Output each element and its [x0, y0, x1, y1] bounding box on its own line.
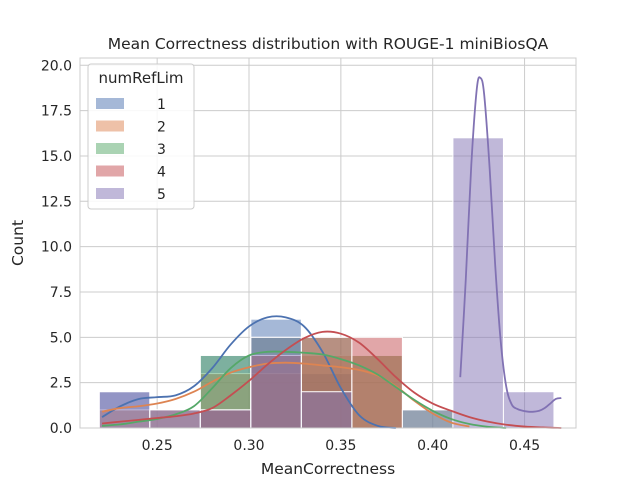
y-tick-label: 7.5 — [50, 285, 72, 301]
x-tick-label: 0.25 — [142, 438, 173, 454]
y-tick-label: 2.5 — [50, 376, 72, 392]
legend-swatch-series-1 — [96, 98, 124, 109]
legend-label-series-1: 1 — [157, 97, 166, 113]
x-tick-label: 0.30 — [233, 438, 264, 454]
legend-label-series-2: 2 — [157, 120, 166, 136]
histogram-bar-series-4 — [351, 336, 403, 429]
y-axis-label: Count — [9, 220, 27, 266]
kde-line-series-4 — [101, 330, 562, 429]
legend-swatch-series-2 — [96, 120, 124, 132]
histogram-bar-series-5 — [199, 409, 252, 429]
x-tick-label: 0.40 — [417, 438, 448, 454]
chart-title: Mean Correctness distribution with ROUGE… — [108, 35, 549, 53]
x-tick-label: 0.35 — [325, 438, 356, 454]
histogram-bar-series-5 — [300, 391, 353, 429]
histogram-bar-series-5 — [502, 391, 555, 429]
legend-swatch-series-4 — [96, 165, 124, 177]
y-tick-label: 5.0 — [50, 330, 72, 346]
y-tick-label: 15.0 — [41, 149, 72, 165]
x-tick-label: 0.45 — [509, 438, 540, 454]
legend-label-series-3: 3 — [157, 142, 166, 158]
legend-swatch-series-3 — [96, 143, 124, 154]
histogram-bar-series-5 — [401, 409, 454, 429]
y-tick-label: 17.5 — [41, 104, 72, 120]
y-axis-ticks: 0.0 2.5 5.0 7.5 10.0 12.5 15.0 17.5 20.0 — [41, 58, 72, 437]
legend-label-series-5: 5 — [157, 187, 166, 203]
legend-swatch-series-5 — [96, 188, 124, 199]
kde-line-series-1 — [101, 315, 397, 429]
y-tick-label: 0.0 — [50, 421, 72, 437]
legend-title: numRefLim — [98, 69, 183, 87]
legend-label-series-4: 4 — [157, 165, 166, 181]
kde-curves — [101, 76, 562, 429]
y-tick-label: 10.0 — [41, 240, 72, 256]
y-tick-label: 12.5 — [41, 194, 72, 210]
plot-frame — [79, 57, 577, 429]
x-axis-label: MeanCorrectness — [261, 460, 395, 478]
y-tick-label: 20.0 — [41, 58, 72, 74]
x-axis-ticks: 0.25 0.30 0.35 0.40 0.45 — [142, 438, 541, 454]
legend: numRefLim 1 2 3 4 5 — [87, 63, 195, 210]
kde-line-series-5 — [459, 76, 562, 413]
